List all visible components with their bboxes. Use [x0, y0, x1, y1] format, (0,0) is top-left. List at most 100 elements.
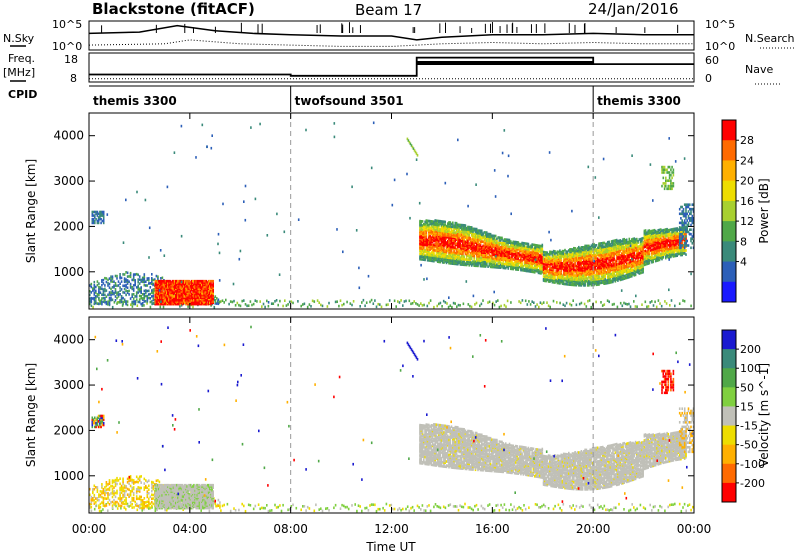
echo-cell — [441, 227, 444, 230]
echo-cell — [102, 300, 105, 303]
echo-cell — [467, 233, 469, 237]
echo-cell — [502, 266, 504, 270]
echo-cell — [430, 256, 433, 260]
echo-cell — [484, 261, 487, 264]
echo-cell — [151, 300, 153, 303]
echo-cell — [522, 267, 525, 271]
echo-cell — [187, 305, 189, 308]
echo-cell — [626, 303, 628, 306]
echo-cell — [584, 282, 586, 286]
echo-cell — [453, 225, 455, 229]
echo-cell — [423, 224, 425, 227]
echo-cell — [436, 255, 439, 258]
echo-cell — [537, 268, 540, 272]
echo-cell — [424, 254, 426, 258]
echo-cell — [481, 252, 483, 256]
echo-cell — [110, 293, 112, 296]
echo-cell — [540, 258, 542, 262]
echo-cell — [425, 247, 428, 251]
echo-cell — [431, 252, 434, 256]
echo-cell — [472, 260, 474, 263]
echo-cell — [603, 278, 605, 281]
echo-cell — [256, 300, 258, 303]
echo-cell — [111, 298, 114, 302]
echo-cell — [449, 262, 452, 265]
echo-cell — [125, 285, 127, 289]
echo-cell — [559, 275, 561, 278]
echo-cell — [532, 258, 535, 262]
echo-cell — [528, 267, 531, 270]
echo-cell — [510, 245, 512, 249]
echo-cell — [193, 279, 195, 283]
echo-cell — [210, 279, 212, 283]
echo-cell — [447, 230, 449, 234]
echo-cell — [555, 257, 557, 260]
echo-cell — [492, 261, 494, 265]
echo-cell — [463, 247, 465, 250]
echo-cell — [90, 291, 93, 294]
echo-cell — [492, 237, 494, 240]
echo-cell — [559, 282, 561, 285]
echo-cell — [173, 301, 176, 305]
echo-cell — [441, 229, 444, 233]
echo-cell — [562, 277, 565, 280]
echo-cell — [507, 257, 510, 261]
echo-cell — [116, 296, 118, 300]
echo-cell — [292, 301, 294, 305]
echo-cell — [560, 279, 562, 283]
echo-cell — [533, 246, 536, 250]
echo-cell — [513, 240, 516, 244]
echo-cell — [488, 234, 491, 237]
echo-cell — [596, 271, 599, 274]
echo-cell — [101, 302, 103, 306]
echo-cell — [546, 256, 549, 260]
echo-cell — [603, 241, 605, 245]
echo-cell — [559, 271, 561, 274]
echo-cell — [457, 253, 459, 256]
echo-cell — [503, 253, 506, 256]
echo-cell — [467, 246, 469, 249]
echo-cell — [600, 265, 603, 268]
echo-cell — [600, 247, 603, 251]
echo-cell — [562, 255, 565, 258]
echo-cell — [447, 235, 449, 239]
echo-cell — [570, 257, 573, 261]
echo-cell — [463, 226, 465, 230]
echo-cell — [546, 301, 548, 304]
echo-cell — [477, 245, 479, 249]
echo-cell — [598, 249, 600, 252]
echo-cell — [472, 231, 474, 235]
echo-cell — [488, 245, 491, 248]
echo-cell — [435, 245, 438, 248]
echo-cell — [108, 286, 111, 289]
echo-cell — [161, 292, 163, 296]
echo-cell — [566, 262, 569, 266]
echo-cell — [525, 253, 527, 256]
echo-cell — [444, 239, 446, 243]
echo-cell — [440, 246, 443, 249]
echo-cell — [603, 277, 605, 280]
echo-cell — [425, 231, 428, 235]
echo-cell — [492, 244, 494, 247]
echo-cell — [464, 251, 467, 254]
echo-cell — [600, 267, 603, 271]
echo-cell — [598, 258, 600, 262]
echo-cell — [192, 291, 194, 294]
echo-cell — [477, 234, 479, 238]
echo-cell — [578, 258, 580, 261]
echo-cell — [583, 271, 585, 275]
echo-cell — [116, 277, 118, 280]
echo-cell — [581, 256, 584, 260]
echo-cell — [535, 246, 537, 250]
echo-cell — [421, 224, 424, 227]
echo-cell — [424, 255, 426, 259]
echo-cell — [564, 248, 566, 252]
echo-cell — [192, 279, 194, 283]
echo-cell — [510, 263, 512, 266]
echo-cell — [526, 249, 528, 252]
echo-cell — [419, 257, 421, 261]
echo-cell — [496, 244, 498, 247]
echo-cell — [595, 300, 597, 304]
echo-cell — [433, 228, 435, 232]
echo-cell — [583, 254, 585, 257]
